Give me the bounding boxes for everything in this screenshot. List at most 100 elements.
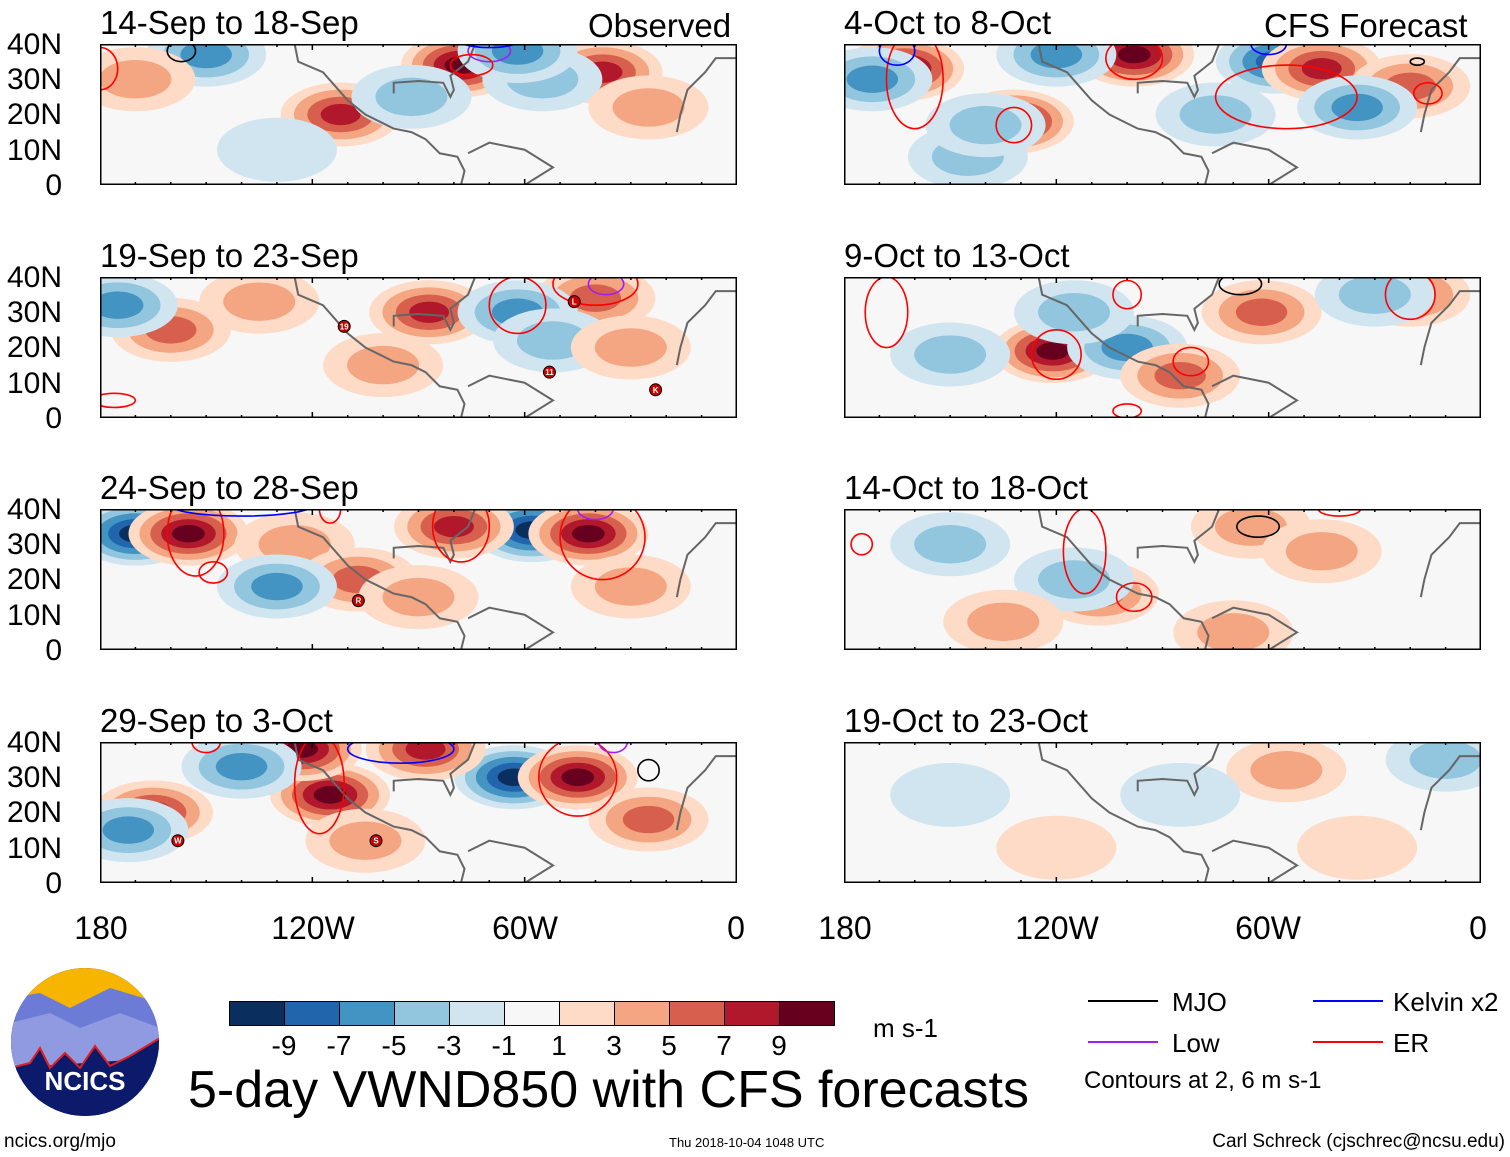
coastline	[293, 509, 466, 650]
southerly-anomaly	[561, 768, 595, 786]
southerly-anomaly	[1250, 751, 1323, 790]
colorbar-label: -1	[491, 1030, 517, 1061]
contour-er	[198, 561, 229, 584]
coastline	[1419, 522, 1481, 598]
southerly-anomaly	[1117, 45, 1151, 64]
x-tick-label: 180	[74, 910, 128, 946]
southerly-anomaly	[1197, 613, 1270, 650]
y-tick-label: 10N	[6, 598, 62, 632]
y-tick-label: 20N	[6, 98, 62, 132]
coastline	[1211, 374, 1299, 418]
coastline	[675, 57, 737, 133]
contour-er	[449, 53, 494, 77]
coastline	[1136, 742, 1221, 798]
storm-label: 19	[340, 322, 349, 331]
x-tick-label: 120W	[271, 910, 355, 946]
coastline	[1037, 509, 1210, 650]
contour-kelvin	[460, 44, 518, 49]
northerly-anomaly	[914, 525, 987, 564]
panel-title: 14-Sep to 18-Sep	[100, 4, 359, 41]
colorbar-label: 5	[661, 1030, 677, 1061]
southerly-anomaly	[622, 805, 675, 834]
southerly-anomaly	[223, 282, 296, 321]
southerly-anomaly	[172, 524, 205, 543]
colorbar	[229, 1001, 835, 1026]
colorbar-label: -7	[326, 1030, 352, 1061]
x-tick-label: 0	[1469, 910, 1487, 946]
northerly-anomaly	[1409, 742, 1481, 779]
coastline	[1037, 742, 1210, 883]
southerly-anomaly	[320, 103, 361, 126]
northerly-anomaly	[890, 762, 1011, 827]
contour-note: Contours at 2, 6 m s-1	[1084, 1067, 1322, 1094]
northerly-anomaly	[491, 44, 544, 65]
coastline	[1037, 277, 1210, 418]
southerly-anomaly	[594, 567, 667, 606]
contour-er	[1317, 509, 1362, 517]
contour-kelvin	[1250, 44, 1288, 56]
colorbar-label: 1	[551, 1030, 567, 1061]
map-panel	[844, 742, 1481, 883]
map-panel: R	[100, 509, 737, 650]
storm-label: S	[373, 837, 379, 846]
colorbar-swatch	[340, 1002, 395, 1025]
northerly-anomaly	[180, 44, 232, 69]
northerly-anomaly	[251, 572, 303, 601]
coastline	[467, 374, 555, 418]
coastline	[675, 522, 737, 598]
contour-er	[318, 509, 342, 524]
northerly-anomaly	[1179, 95, 1252, 134]
colorbar-label: 3	[606, 1030, 622, 1061]
storm-marker: K	[649, 383, 663, 397]
coastline	[392, 44, 477, 100]
contour-er	[1115, 582, 1153, 613]
southerly-anomaly	[409, 301, 450, 323]
coastline	[1211, 606, 1299, 650]
southerly-anomaly	[313, 786, 347, 804]
coastline	[467, 141, 555, 185]
coastline	[1419, 290, 1481, 366]
contour-er	[1105, 44, 1164, 81]
contour-er	[538, 742, 618, 817]
coastline	[1211, 141, 1299, 185]
coastline	[467, 606, 555, 650]
contour-er	[166, 509, 225, 577]
panel-title: 19-Oct to 23-Oct	[844, 702, 1088, 739]
contour-er	[559, 509, 646, 581]
southerly-anomaly	[1235, 298, 1288, 326]
contour-er	[1412, 81, 1443, 105]
southerly-anomaly	[612, 88, 685, 127]
y-tick-label: 30N	[6, 63, 62, 97]
southerly-anomaly	[329, 821, 402, 860]
contour-kelvin	[172, 509, 311, 517]
colorbar-swatch	[505, 1002, 560, 1025]
storm-marker: L	[567, 295, 581, 309]
coastline	[1419, 755, 1481, 831]
northerly-anomaly	[1338, 277, 1411, 314]
southerly-anomaly	[405, 742, 446, 760]
footer-url[interactable]: ncics.org/mjo	[4, 1131, 116, 1152]
colorbar-swatch	[285, 1002, 340, 1025]
storm-marker: S	[369, 834, 383, 848]
map-panel: 19 L 11 K	[100, 277, 737, 418]
y-tick-label: 0	[45, 633, 62, 667]
colorbar-swatch	[560, 1002, 615, 1025]
coastline	[293, 742, 466, 883]
coastline	[1419, 57, 1481, 133]
y-tick-label: 20N	[6, 331, 62, 365]
coastline	[675, 290, 737, 366]
panel-title: 29-Sep to 3-Oct	[100, 702, 333, 739]
legend-line-kelvin	[1313, 1000, 1383, 1002]
northerly-anomaly	[1120, 762, 1241, 827]
colorbar-swatch	[725, 1002, 780, 1025]
southerly-anomaly	[382, 577, 455, 617]
contour-er	[191, 742, 222, 754]
logo-text: NCICS	[45, 1066, 126, 1096]
contour-low	[598, 742, 629, 754]
contour-er	[995, 106, 1033, 144]
contour-er	[1062, 509, 1107, 595]
y-tick-label: 20N	[6, 796, 62, 830]
contour-mjo	[1409, 57, 1426, 66]
colorbar-label: -5	[381, 1030, 407, 1061]
